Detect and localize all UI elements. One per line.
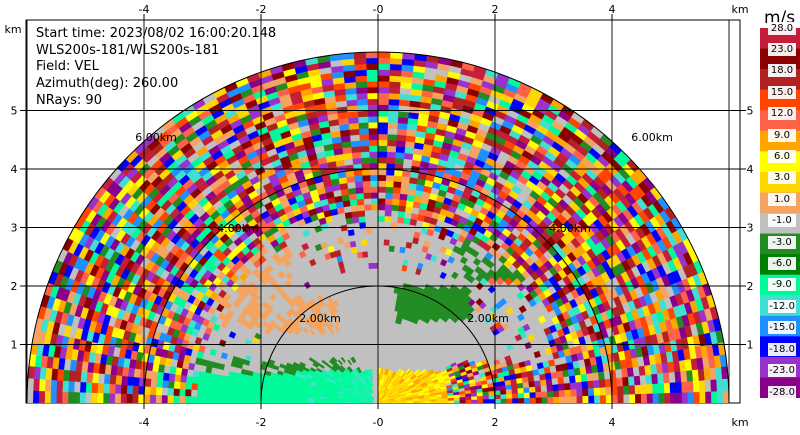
device-text: WLS200s-181/WLS200s-181 — [36, 43, 220, 58]
start-time-text: Start time: 2023/08/02 16:00:20.148 — [36, 26, 277, 41]
axis-ticks: -4 -4 -2 -2 -0 -0 2 2 4 4 1 1 2 2 3 3 4 4 5 5 km km km — [4, 3, 753, 429]
ring-label-2km-right: 2.00km — [467, 312, 509, 325]
colorbar-label: 6.0 — [768, 150, 796, 163]
x-tick-label-top: -2 — [256, 3, 267, 16]
colorbar-label: -12.0 — [768, 299, 796, 313]
y-tick-label-left: 2 — [11, 280, 18, 293]
x-tick-label-bottom: -0 — [373, 416, 384, 429]
y-tick-label-left: 4 — [11, 163, 18, 176]
colorbar-label: 18.0 — [768, 64, 796, 78]
ring-label-2km-left: 2.00km — [299, 312, 341, 325]
colorbar-label: -15.0 — [768, 321, 796, 335]
colorbar-label: -1.0 — [768, 214, 796, 228]
y-tick-label-left: 5 — [11, 105, 18, 118]
x-tick-label-top: -0 — [373, 3, 384, 16]
y-tick-label-left: 1 — [11, 339, 18, 352]
ring-label-6km-left: 6.00km — [135, 131, 177, 144]
x-tick-label-top: -4 — [139, 3, 150, 16]
x-unit-label-top: km — [731, 3, 748, 16]
nrays-text: NRays: 90 — [36, 93, 102, 108]
x-tick-label-bottom: 4 — [609, 416, 616, 429]
x-unit-label-bottom: km — [731, 416, 748, 429]
y-tick-label-right: 3 — [747, 222, 754, 235]
y-unit-label-left: km — [4, 23, 21, 36]
x-tick-label-bottom: -2 — [256, 416, 267, 429]
colorbar-label: 28.0 — [768, 21, 796, 35]
colorbar-label: -23.0 — [768, 364, 796, 378]
colorbar-label: 23.0 — [768, 42, 796, 56]
range-ring — [143, 168, 613, 403]
ring-label-6km-right: 6.00km — [631, 131, 673, 144]
colorbar-label: 9.0 — [768, 128, 796, 142]
colorbar-label: 3.0 — [768, 171, 796, 185]
colorbar-label: -18.0 — [768, 342, 796, 356]
x-tick-label-bottom: 2 — [492, 416, 499, 429]
field-text: Field: VEL — [36, 59, 99, 74]
y-tick-label-right: 5 — [747, 105, 754, 118]
x-tick-label-bottom: -4 — [139, 416, 150, 429]
y-tick-label-left: 3 — [11, 222, 18, 235]
azimuth-text: Azimuth(deg): 260.00 — [36, 76, 179, 91]
velocity-field — [26, 51, 730, 403]
colorbar-label: 15.0 — [768, 85, 796, 99]
range-rings-and-grid: 2.00km 2.00km 4.00km 4.00km 6.00km 6.00km — [26, 20, 740, 403]
colorbar-label: 1.0 — [768, 192, 796, 206]
colorbar-label: -6.0 — [768, 257, 796, 270]
y-tick-label-right: 2 — [747, 280, 754, 293]
colorbar-label: -9.0 — [768, 278, 796, 292]
y-tick-label-right: 4 — [747, 163, 754, 176]
colorbar-label: -3.0 — [768, 235, 796, 249]
x-tick-label-top: 4 — [609, 3, 616, 16]
ring-label-4km-left: 4.00km — [217, 222, 259, 235]
y-tick-label-right: 1 — [747, 339, 754, 352]
ring-label-4km-right: 4.00km — [549, 222, 591, 235]
x-tick-label-top: 2 — [492, 3, 499, 16]
colorbar-label: -28.0 — [768, 385, 796, 399]
colorbar-label: 12.0 — [768, 107, 796, 121]
range-ring — [260, 285, 496, 403]
range-ring — [26, 51, 730, 403]
